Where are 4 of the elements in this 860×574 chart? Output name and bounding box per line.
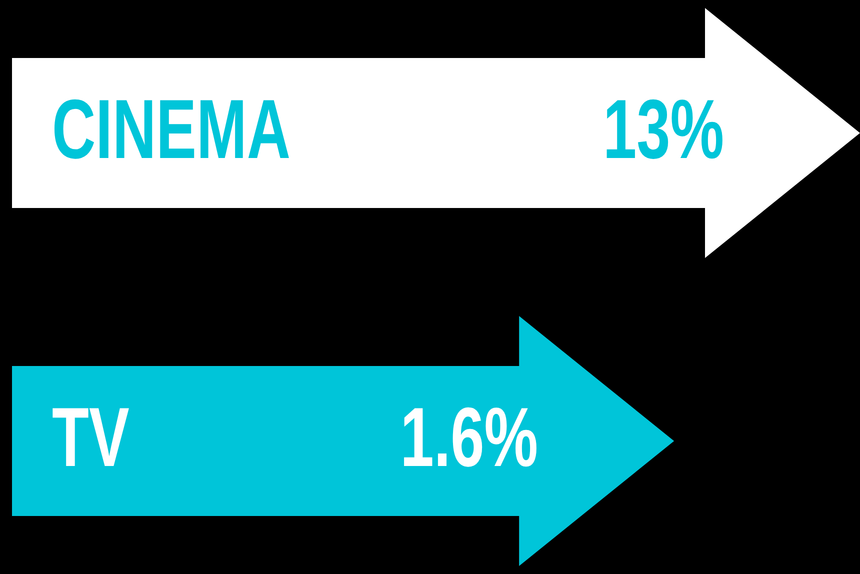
data-label: 1.6% bbox=[400, 390, 538, 485]
category-label: CINEMA bbox=[52, 82, 291, 177]
data-label: 13% bbox=[602, 82, 724, 177]
category-label: TV bbox=[52, 390, 130, 485]
